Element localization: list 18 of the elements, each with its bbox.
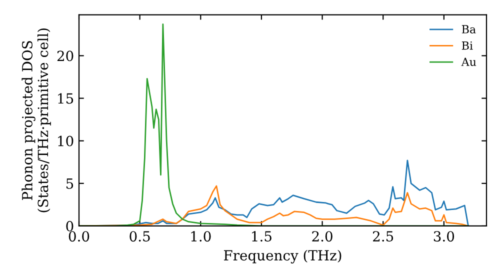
legend-label: Bi (462, 41, 473, 50)
x-tick-label: 3.0 (434, 231, 454, 242)
y-tick-label: 0 (66, 220, 74, 232)
x-axis-title: Frequency (THz) (224, 250, 342, 264)
y-tick-label: 15 (58, 93, 74, 104)
y-axis-title: Phonon projected DOS (States/THz·primitive cell) (22, 28, 51, 212)
legend-label: Ba (462, 25, 476, 34)
x-tick-label: 0.0 (68, 231, 90, 242)
x-tick-label: 2.0 (312, 231, 332, 242)
line-series (79, 185, 469, 226)
x-tick-label: 2.5 (373, 231, 394, 242)
legend-label: Au (461, 58, 476, 66)
x-tick-label: 0.5 (130, 231, 150, 242)
y-tick-label: 20 (57, 50, 74, 62)
x-tick-label: 1.5 (252, 231, 272, 242)
x-tick-label: 1.0 (191, 231, 211, 242)
y-tick-label: 10 (58, 136, 74, 146)
y-tick-label: 5 (66, 178, 74, 189)
